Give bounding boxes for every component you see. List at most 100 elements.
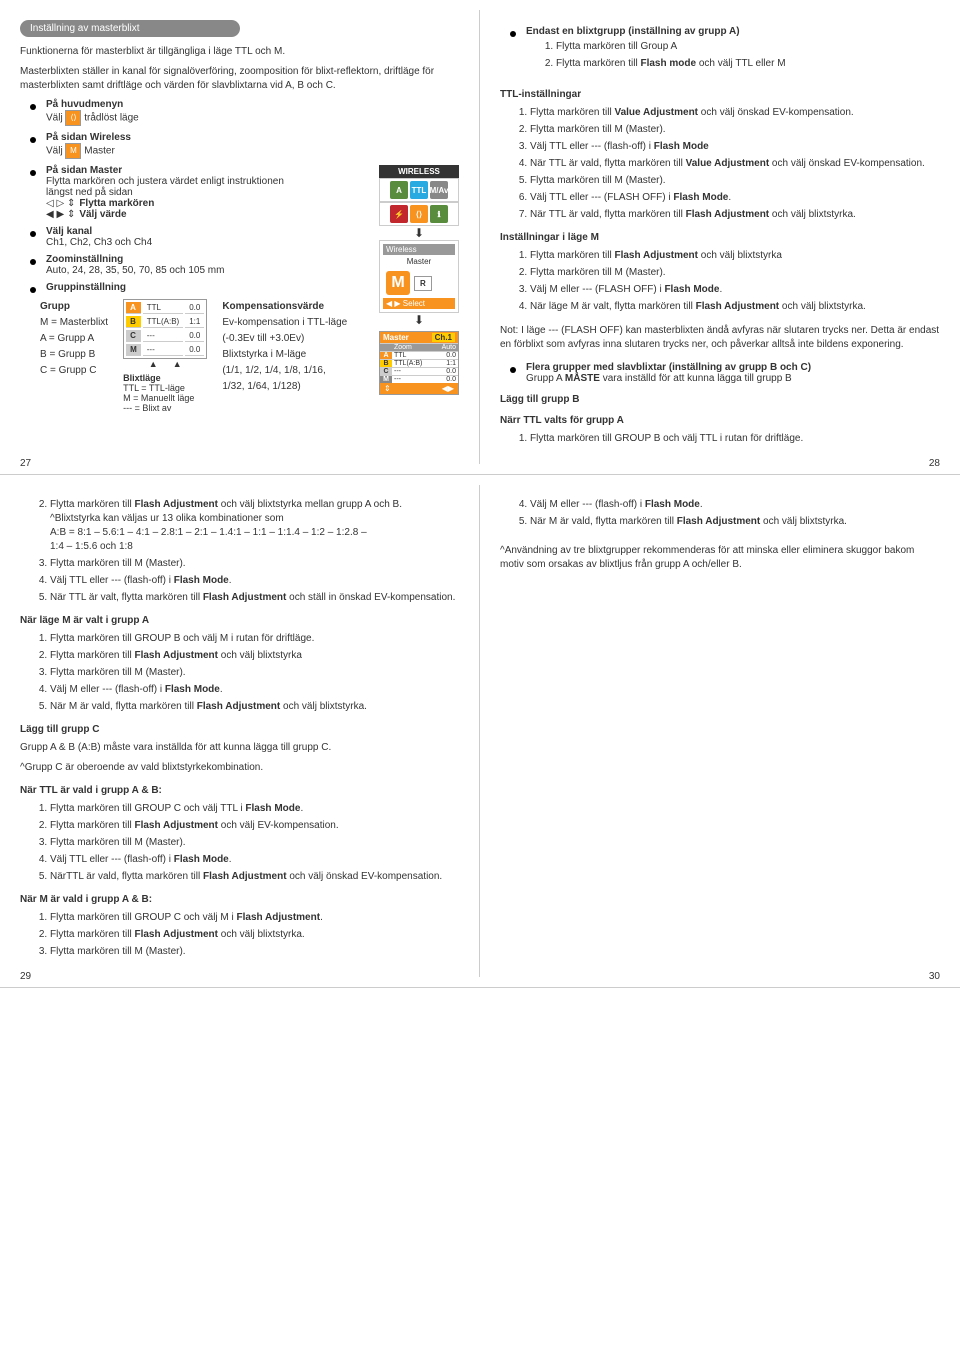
wireless-subhead: Wireless — [383, 244, 455, 255]
group-line: M = Masterblixt — [40, 315, 108, 331]
note-text: Not: I läge --- (FLASH OFF) kan masterbl… — [500, 324, 940, 352]
icon-signal: ⟨⟩ — [410, 205, 428, 223]
bullet-content: På huvudmenyn Välj ⟨⟩ trådlöst läge — [46, 99, 459, 126]
list-item: Välj M eller --- (FLASH OFF) i Flash Mod… — [530, 283, 940, 297]
list-item: Flytta markören till Flash Adjustment oc… — [50, 649, 459, 663]
wireless-master-box: Wireless Master M R ◀ ▶ Select — [379, 240, 459, 313]
r-box: R — [414, 276, 432, 291]
bullet-line: Välj M Master — [46, 143, 459, 159]
bullet-icon — [510, 31, 516, 37]
bullet-line: Grupp A MÅSTE vara inställd för att kunn… — [526, 373, 940, 384]
list-item: Välj TTL eller --- (flash-off) i Flash M… — [530, 140, 940, 154]
bullet-line: Välj ⟨⟩ trådlöst läge — [46, 110, 459, 126]
bullet-title: Endast en blixtgrupp (inställning av gru… — [526, 26, 940, 37]
arrows-ud-icon: ⇕ — [384, 384, 391, 393]
sub-heading: När TTL är vald i grupp A & B: — [20, 785, 459, 796]
list-item: Välj TTL eller --- (FLASH OFF) i Flash M… — [530, 191, 940, 205]
list-item: När TTL är vald, flytta markören till Va… — [530, 157, 940, 171]
list-item: Flytta markören till Flash Adjustment oc… — [50, 928, 459, 942]
icon-lightning: ⚡ — [390, 205, 408, 223]
sub-heading: Lägg till grupp B — [500, 394, 940, 405]
page-30: Välj M eller --- (flash-off) i Flash Mod… — [480, 485, 960, 977]
page-spread-2: Flytta markören till Flash Adjustment oc… — [0, 475, 960, 988]
list-item: Flytta markören till GROUP C och välj M … — [50, 911, 459, 925]
bullet-icon — [30, 259, 36, 265]
icon-ttl: TTL — [410, 181, 428, 199]
bullet-icon — [30, 231, 36, 237]
page-27: Inställning av masterblixt Funktionerna … — [0, 10, 480, 464]
wireless-row: ⚡ ⟨⟩ ℹ — [379, 202, 459, 226]
list-item: Flytta markören till Flash Adjustment oc… — [50, 819, 459, 833]
list-item: När M är vald, flytta markören till Flas… — [530, 515, 940, 529]
body-text: ^Grupp C är oberoende av vald blixtstyrk… — [20, 761, 459, 775]
note-text: ^Användning av tre blixtgrupper rekommen… — [500, 544, 940, 572]
section-header: Inställning av masterblixt — [20, 20, 240, 37]
blixt-lines: Blixtläge TTL = TTL-läge M = Manuellt lä… — [123, 373, 207, 413]
list-item: Flytta markören till GROUP B och välj TT… — [530, 432, 940, 446]
sub-heading: Inställningar i läge M — [500, 232, 940, 243]
list-item: Flytta markören till M (Master). — [50, 836, 459, 850]
list-item: När TTL är vald, flytta markören till Fl… — [530, 208, 940, 222]
group-list: Grupp M = Masterblixt A = Grupp A B = Gr… — [40, 299, 108, 413]
arrows-lr-ud-icon: ◀ ▶ ⇕ — [46, 209, 75, 220]
big-m-icon: M — [386, 271, 410, 295]
list-item: Flytta markören till M (Master). — [50, 557, 459, 571]
page-28: Endast en blixtgrupp (inställning av gru… — [480, 10, 960, 464]
bullet-title: På sidan Wireless — [46, 132, 459, 143]
note-line: ^Blixtstyrka kan väljas ur 13 olika komb… — [50, 512, 459, 526]
bullet-title: Flera grupper med slavblixtar (inställni… — [526, 362, 940, 373]
intro-text: Funktionerna för masterblixt är tillgäng… — [20, 45, 459, 59]
group-heading: Grupp — [40, 299, 108, 315]
list-item: Välj M eller --- (flash-off) i Flash Mod… — [530, 498, 940, 512]
list-item: När läge M är valt, flytta markören till… — [530, 300, 940, 314]
intro-text: Masterblixten ställer in kanal för signa… — [20, 65, 459, 93]
master-panel: MasterCh.1 ZoomAuto ATTL0.0 BTTL(A:B)1:1… — [379, 331, 459, 395]
group-line: B = Grupp B — [40, 347, 108, 363]
list-item: Flytta markören till M (Master). — [530, 266, 940, 280]
bullet-icon — [30, 287, 36, 293]
bullet-icon — [30, 137, 36, 143]
wireless-header: WIRELESS — [379, 165, 459, 178]
list-item: När M är vald, flytta markören till Flas… — [50, 700, 459, 714]
list-item: Flytta markören till GROUP B och välj M … — [50, 632, 459, 646]
list-item: Flytta markören till M (Master). — [530, 174, 940, 188]
list-item: Flytta markören till Flash Adjustment oc… — [530, 249, 940, 263]
sub-heading: Lägg till grupp C — [20, 724, 459, 735]
sub-heading: När läge M är valt i grupp A — [20, 615, 459, 626]
select-bar: ◀ ▶ Select — [383, 298, 455, 309]
group-line: C = Grupp C — [40, 363, 108, 379]
list-item: Välj TTL eller --- (flash-off) i Flash M… — [50, 574, 459, 588]
komp-list: Kompensationsvärde Ev-kompensation i TTL… — [222, 299, 347, 413]
sub-heading: Närr TTL valts för grupp A — [500, 415, 940, 426]
bullet-icon — [30, 104, 36, 110]
body-text: Grupp A & B (A:B) måste vara inställda f… — [20, 741, 459, 755]
master-m-icon: M — [65, 143, 81, 159]
list-item: Flytta markören till GROUP C och välj TT… — [50, 802, 459, 816]
arrow-down-icon: ⬇ — [379, 313, 459, 327]
page-number: 30 — [929, 971, 940, 982]
list-item: Välj M eller --- (flash-off) i Flash Mod… — [50, 683, 459, 697]
note-line: A:B = 8:1 – 5.6:1 – 4:1 – 2.8:1 – 2:1 – … — [50, 526, 459, 540]
page-spread-1: Inställning av masterblixt Funktionerna … — [0, 0, 960, 475]
arrows-lr-icon: ◀▶ — [442, 384, 454, 393]
list-item: NärTTL är vald, flytta markören till Fla… — [50, 870, 459, 884]
list-item: Flytta markören till Flash mode och välj… — [556, 57, 940, 71]
list-item: Flytta markören till M (Master). — [530, 123, 940, 137]
master-label: Master — [383, 255, 455, 268]
wireless-panel: WIRELESS A TTL M/Av ⚡ ⟨⟩ ℹ ⬇ Wireless Ma… — [379, 165, 459, 395]
icon-a: A — [390, 181, 408, 199]
page-number: 28 — [929, 458, 940, 469]
page-29: Flytta markören till Flash Adjustment oc… — [0, 485, 480, 977]
list-item: Välj TTL eller --- (flash-off) i Flash M… — [50, 853, 459, 867]
group-table: ATTL0.0 BTTL(A:B)1:1 C---0.0 M---0.0 — [123, 299, 207, 359]
bullet-icon — [510, 367, 516, 373]
bullet-content: På sidan Wireless Välj M Master — [46, 132, 459, 159]
list-item: Flytta markören till Group A — [556, 40, 940, 54]
page-number: 29 — [20, 971, 31, 982]
icon-info: ℹ — [430, 205, 448, 223]
group-line: A = Grupp A — [40, 331, 108, 347]
icon-mav: M/Av — [430, 181, 448, 199]
group-center: ATTL0.0 BTTL(A:B)1:1 C---0.0 M---0.0 ▲ ▲… — [123, 299, 207, 413]
page-number: 27 — [20, 458, 31, 469]
arrows-lr-ud-icon: ◁ ▷ ⇕ — [46, 198, 75, 209]
